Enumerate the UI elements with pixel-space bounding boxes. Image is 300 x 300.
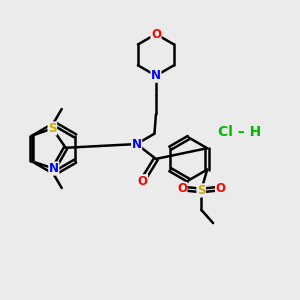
- Text: S: S: [197, 184, 206, 197]
- Text: O: O: [177, 182, 187, 195]
- Text: S: S: [48, 122, 57, 135]
- Text: Cl – H: Cl – H: [218, 125, 261, 139]
- Text: O: O: [138, 175, 148, 188]
- Text: N: N: [151, 69, 161, 82]
- Text: O: O: [215, 182, 226, 195]
- Text: O: O: [151, 28, 161, 40]
- Text: N: N: [132, 138, 142, 151]
- Text: N: N: [49, 162, 59, 175]
